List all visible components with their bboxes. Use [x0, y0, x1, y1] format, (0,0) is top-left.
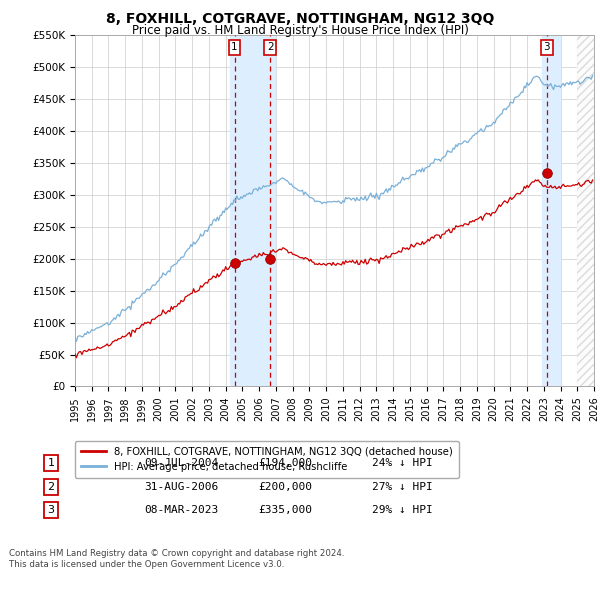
Text: Price paid vs. HM Land Registry's House Price Index (HPI): Price paid vs. HM Land Registry's House … [131, 24, 469, 37]
Text: This data is licensed under the Open Government Licence v3.0.: This data is licensed under the Open Gov… [9, 560, 284, 569]
Bar [230, 35, 275, 386]
Text: 2: 2 [267, 42, 274, 53]
Text: 3: 3 [47, 506, 55, 515]
Text: £194,000: £194,000 [258, 458, 312, 468]
Text: £200,000: £200,000 [258, 482, 312, 491]
Legend: 8, FOXHILL, COTGRAVE, NOTTINGHAM, NG12 3QQ (detached house), HPI: Average price,: 8, FOXHILL, COTGRAVE, NOTTINGHAM, NG12 3… [75, 441, 459, 478]
Text: £335,000: £335,000 [258, 506, 312, 515]
Text: 09-JUL-2004: 09-JUL-2004 [144, 458, 218, 468]
Text: 31-AUG-2006: 31-AUG-2006 [144, 482, 218, 491]
Text: 1: 1 [231, 42, 238, 53]
Bar [542, 35, 560, 386]
Text: Contains HM Land Registry data © Crown copyright and database right 2024.: Contains HM Land Registry data © Crown c… [9, 549, 344, 558]
Text: 27% ↓ HPI: 27% ↓ HPI [372, 482, 433, 491]
Text: 08-MAR-2023: 08-MAR-2023 [144, 506, 218, 515]
Text: 1: 1 [47, 458, 55, 468]
Text: 2: 2 [47, 482, 55, 491]
Bar [577, 35, 594, 386]
Bar [577, 35, 594, 386]
Text: 3: 3 [544, 42, 550, 53]
Text: 8, FOXHILL, COTGRAVE, NOTTINGHAM, NG12 3QQ: 8, FOXHILL, COTGRAVE, NOTTINGHAM, NG12 3… [106, 12, 494, 26]
Text: 24% ↓ HPI: 24% ↓ HPI [372, 458, 433, 468]
Text: 29% ↓ HPI: 29% ↓ HPI [372, 506, 433, 515]
